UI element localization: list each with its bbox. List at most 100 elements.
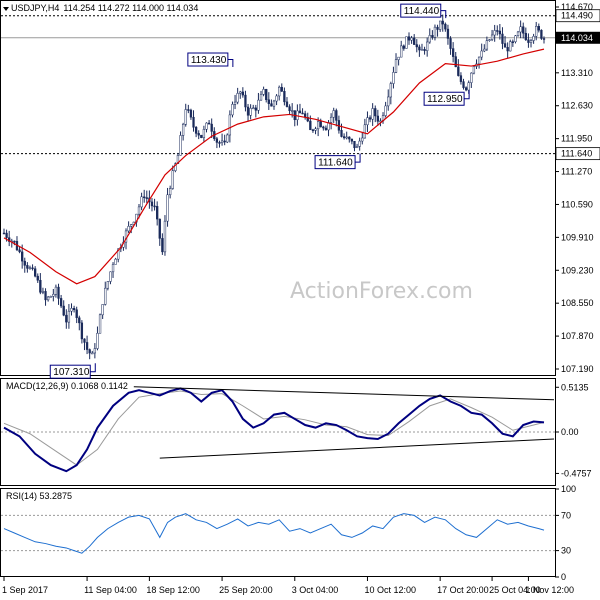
candle-body bbox=[202, 129, 206, 138]
candle-body bbox=[415, 44, 418, 48]
candle-body bbox=[91, 352, 94, 355]
candle-body bbox=[462, 81, 465, 88]
candle-body bbox=[104, 287, 107, 305]
candle-body bbox=[184, 109, 187, 125]
candle-body bbox=[192, 116, 195, 128]
candle-body bbox=[111, 264, 115, 273]
candle-body bbox=[496, 30, 499, 32]
candle-body bbox=[174, 163, 177, 171]
candle-body bbox=[145, 197, 148, 199]
candle-body bbox=[402, 45, 405, 49]
candle-body bbox=[163, 220, 167, 253]
candle-body bbox=[316, 121, 320, 130]
candle-body bbox=[540, 29, 543, 39]
candle-body bbox=[498, 30, 502, 35]
candle-body bbox=[311, 129, 315, 132]
candle-body bbox=[36, 275, 39, 281]
candle-body bbox=[519, 26, 522, 33]
candle-body bbox=[449, 38, 452, 49]
candle-body bbox=[210, 123, 213, 132]
price-tick-label: 109.230 bbox=[561, 265, 594, 275]
candle-body bbox=[65, 314, 68, 323]
candle-body bbox=[93, 348, 97, 354]
candle-body bbox=[431, 35, 434, 38]
annotation-box bbox=[314, 155, 356, 170]
time-tick-label: 18 Sep 12:00 bbox=[146, 585, 200, 595]
candle-body bbox=[181, 124, 185, 136]
candle-body bbox=[207, 122, 211, 125]
candle-body bbox=[88, 349, 91, 354]
candle-body bbox=[114, 258, 117, 265]
rsi-tick-label: 70 bbox=[561, 510, 571, 520]
candle-body bbox=[407, 36, 411, 41]
time-tick-label: 10 Oct 12:00 bbox=[364, 585, 416, 595]
candle-body bbox=[239, 91, 242, 94]
candle-body bbox=[275, 95, 278, 102]
candle-body bbox=[197, 133, 200, 136]
price-tick-label: 107.190 bbox=[561, 364, 594, 374]
candle-body bbox=[272, 100, 276, 107]
candle-body bbox=[2, 232, 6, 235]
candle-body bbox=[96, 332, 99, 349]
candle-body bbox=[413, 37, 416, 45]
candle-body bbox=[503, 43, 507, 48]
candle-body bbox=[109, 271, 112, 282]
candle-body bbox=[524, 32, 527, 40]
macd-label: MACD(12,26,9) 0.1068 0.1142 bbox=[6, 381, 128, 391]
rsi-pane-frame bbox=[0, 488, 556, 577]
candle-body bbox=[44, 291, 47, 301]
candle-body bbox=[335, 110, 338, 121]
candle-body bbox=[309, 120, 312, 131]
candle-body bbox=[361, 137, 364, 142]
price-tick-label: 114.670 bbox=[561, 2, 593, 12]
candle-body bbox=[483, 48, 486, 52]
annotation-box bbox=[400, 3, 442, 18]
candle-body bbox=[70, 308, 73, 312]
candle-body bbox=[441, 20, 444, 25]
candle-body bbox=[329, 116, 333, 123]
candle-body bbox=[371, 108, 374, 120]
candle-body bbox=[52, 294, 55, 297]
candle-body bbox=[350, 138, 354, 142]
price-tick-label: 112.630 bbox=[561, 101, 593, 111]
candle-body bbox=[205, 122, 208, 130]
candle-body bbox=[467, 82, 470, 91]
candle-body bbox=[280, 86, 283, 92]
candle-body bbox=[511, 41, 514, 43]
candle-body bbox=[509, 41, 512, 52]
candle-body bbox=[400, 45, 403, 58]
time-tick-label: 3 Oct 04:00 bbox=[292, 585, 339, 595]
candle-body bbox=[301, 112, 304, 115]
candle-body bbox=[340, 130, 343, 137]
annotation-label: 107.310 bbox=[53, 367, 90, 378]
candle-body bbox=[529, 40, 533, 43]
candle-body bbox=[278, 86, 281, 97]
reference-level-tag bbox=[555, 147, 600, 161]
watermark: ActionForex.com bbox=[290, 279, 473, 304]
time-tick-label: 25 Sep 20:00 bbox=[219, 585, 273, 595]
macd-signal-line bbox=[3, 390, 545, 466]
candle-body bbox=[187, 109, 190, 111]
reference-level-label: 114.490 bbox=[561, 11, 593, 21]
candle-body bbox=[78, 317, 81, 324]
candle-body bbox=[262, 89, 265, 95]
price-tick-label: 108.550 bbox=[561, 298, 594, 308]
candle-body bbox=[244, 94, 247, 108]
annotation-leader bbox=[90, 363, 96, 373]
candlestick-series bbox=[2, 14, 546, 360]
symbol-dropdown-icon[interactable] bbox=[3, 7, 9, 11]
macd-main-line bbox=[3, 387, 545, 473]
candle-body bbox=[46, 296, 50, 301]
macd-axis: 0.5135 0.00 -0.4757 bbox=[555, 382, 592, 478]
price-tick-label: 113.310 bbox=[561, 68, 593, 78]
candle-body bbox=[426, 41, 429, 51]
candle-body bbox=[446, 28, 450, 39]
candle-body bbox=[345, 136, 348, 139]
candle-body bbox=[34, 268, 37, 277]
candle-body bbox=[514, 35, 517, 43]
candle-body bbox=[384, 105, 387, 116]
candle-body bbox=[298, 110, 302, 114]
annotation-box bbox=[423, 91, 465, 106]
candle-body bbox=[143, 196, 146, 199]
candle-body bbox=[83, 338, 86, 343]
